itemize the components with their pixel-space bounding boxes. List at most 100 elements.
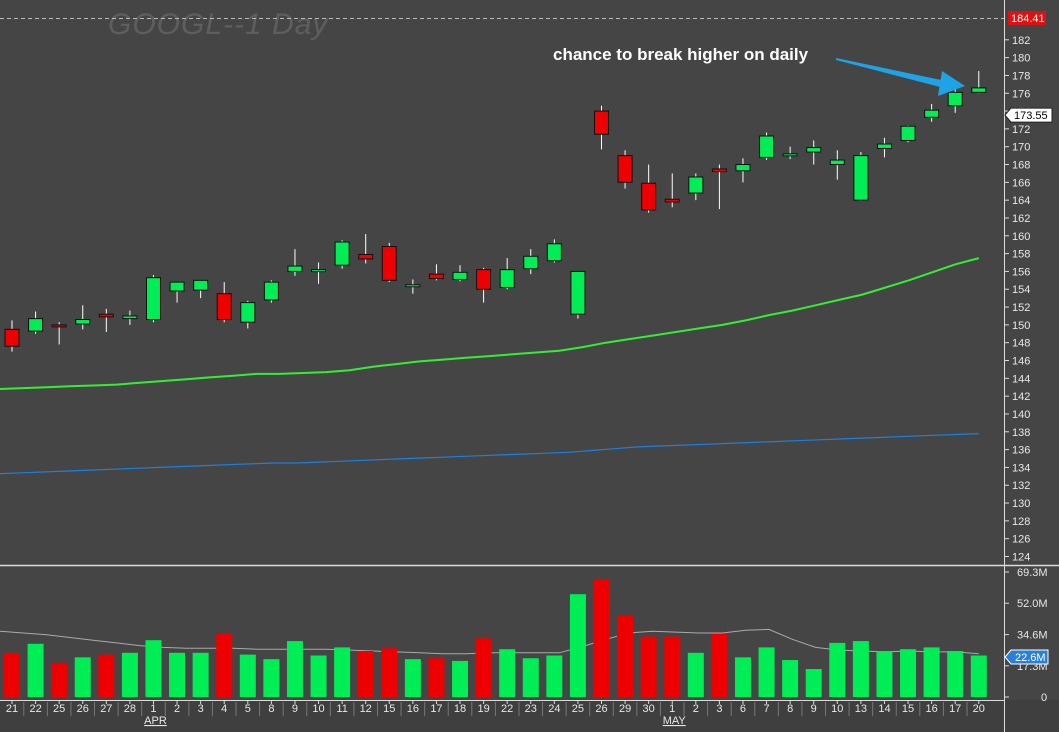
volume-bar-up [263, 659, 280, 697]
date-label: 9 [811, 703, 817, 715]
date-label: 5 [245, 703, 251, 715]
date-label: 3 [716, 703, 722, 715]
volume-bar-up [169, 652, 186, 697]
price-tick-label: 162 [1012, 213, 1030, 225]
candle-body-up [523, 255, 539, 270]
price-tick-label: 176 [1012, 88, 1030, 100]
date-label: 20 [973, 703, 985, 715]
price-tick-label: 156 [1012, 266, 1030, 278]
price-tick-label: 144 [1012, 373, 1030, 385]
candle [688, 173, 704, 201]
volume-bar-down [475, 638, 492, 697]
price-tick-label: 128 [1012, 516, 1030, 528]
date-label: 12 [360, 703, 372, 715]
price-tick-label: 146 [1012, 356, 1030, 368]
candle-body-up [971, 87, 987, 93]
date-label: 22 [501, 703, 513, 715]
candle [735, 158, 751, 183]
date-label: 28 [124, 703, 136, 715]
price-tick-label: 152 [1012, 302, 1030, 314]
date-label: 2 [693, 703, 699, 715]
price-tick-label: 168 [1012, 160, 1030, 172]
candle-body-down [594, 110, 609, 135]
candle [617, 150, 633, 189]
date-axis-band [0, 700, 1059, 732]
volume-bar-up [286, 641, 303, 697]
candle-body-down [641, 182, 657, 211]
volume-bars [4, 579, 987, 697]
volume-bar-down [216, 633, 233, 697]
price-tick-label: 178 [1012, 70, 1030, 82]
candle [311, 262, 327, 284]
candle-body-up [75, 319, 91, 325]
candle-body-up [499, 269, 515, 288]
candle [263, 280, 279, 303]
volume-bar-up [27, 643, 44, 697]
date-label: 13 [855, 703, 867, 715]
candle [759, 132, 775, 161]
volume-bar-up [546, 655, 563, 697]
volume-bar-down [640, 636, 657, 697]
date-label: 4 [221, 703, 227, 715]
last-price-tag: 173.55 [1004, 107, 1053, 123]
volume-bar-up [947, 651, 964, 697]
candle-body-up [145, 277, 161, 321]
candle [4, 320, 20, 352]
candle-body-up [782, 153, 798, 157]
candle-body-up [193, 279, 209, 291]
candle-body-up [287, 265, 303, 272]
candle [523, 249, 539, 275]
date-label: 18 [454, 703, 466, 715]
volume-bar-down [428, 658, 445, 697]
month-label: APR [144, 715, 167, 727]
volume-bar-up [829, 642, 846, 697]
date-label: 22 [29, 703, 41, 715]
volume-bar-up [239, 654, 256, 697]
volume-bar-down [51, 662, 68, 697]
volume-bar-up [900, 649, 917, 697]
date-label: 30 [643, 703, 655, 715]
candle [641, 164, 657, 213]
date-label: 8 [787, 703, 793, 715]
candle [334, 240, 350, 269]
candle-body-down [664, 198, 680, 203]
last-volume-tag: 22.6M [1004, 649, 1049, 665]
volume-bar-up [74, 657, 91, 697]
candle [169, 281, 185, 303]
candle-body-up [570, 270, 586, 315]
candle-body-down [381, 245, 397, 281]
volume-bar-up [334, 647, 351, 697]
date-label: 1 [669, 703, 675, 715]
candle [145, 274, 161, 323]
candle [806, 140, 822, 165]
volume-bar-up [569, 594, 586, 697]
last-volume-tag-label: 22.6M [1015, 652, 1046, 664]
date-label: 3 [198, 703, 204, 715]
volume-bar-up [145, 640, 162, 697]
candle-body-up [28, 318, 44, 332]
price-tick-label: 154 [1012, 284, 1030, 296]
date-label: 17 [430, 703, 442, 715]
price-tick-label: 182 [1012, 35, 1030, 47]
date-label: 1 [150, 703, 156, 715]
volume-tick-label: 34.6M [1017, 630, 1048, 642]
candle-body-up [853, 155, 869, 201]
price-tick-label: 164 [1012, 195, 1030, 207]
candle-body-up [546, 243, 562, 262]
volume-bar-up [499, 649, 516, 697]
price-tick-label: 160 [1012, 231, 1030, 243]
candle-body-down [4, 328, 20, 347]
volume-bar-down [664, 636, 681, 697]
price-tick-label: 138 [1012, 427, 1030, 439]
candle-body-up [735, 164, 751, 172]
candle [240, 300, 256, 329]
price-tick-label: 170 [1012, 142, 1030, 154]
date-label: 16 [925, 703, 937, 715]
date-label: 2 [174, 703, 180, 715]
volume-bar-up [852, 641, 869, 697]
candle-body-up [759, 135, 775, 158]
last-price-tag-label: 173.55 [1014, 110, 1048, 122]
candle [287, 249, 303, 276]
candle [452, 265, 468, 282]
